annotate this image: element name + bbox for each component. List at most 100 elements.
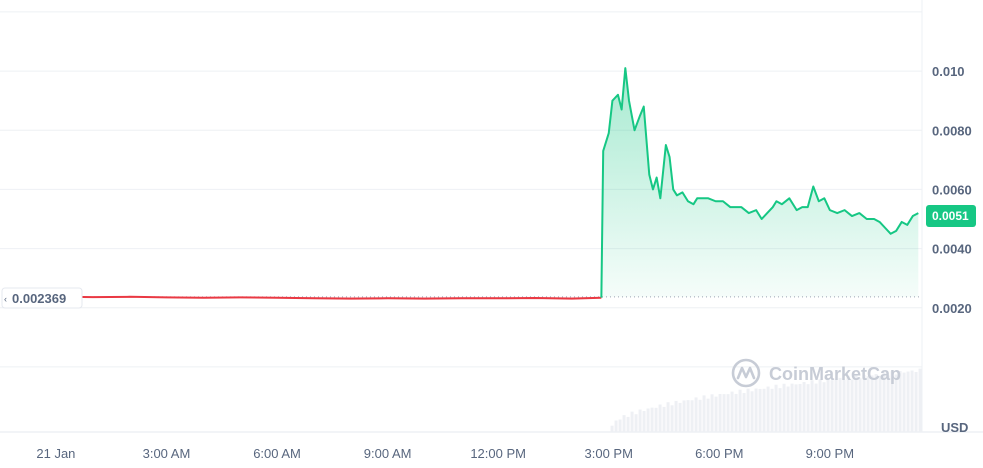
reference-arrow-icon: ‹ <box>4 294 7 304</box>
volume-bar <box>890 371 894 432</box>
volume-bar <box>718 394 722 432</box>
volume-bar <box>806 384 810 432</box>
volume-bar <box>782 383 786 432</box>
volume-bar <box>694 397 698 432</box>
volume-bar <box>626 416 630 432</box>
volume-bar <box>702 395 706 432</box>
volume-bar <box>826 379 830 432</box>
y-tick-label: 0.0080 <box>932 123 972 138</box>
volume-bar <box>646 408 650 432</box>
watermark: CoinMarketCap <box>731 358 901 388</box>
volume-bar <box>674 400 678 432</box>
volume-bar <box>634 414 638 432</box>
volume-bar <box>614 420 618 432</box>
volume-bar <box>722 394 726 432</box>
volume-bar <box>698 399 702 432</box>
volume-bar <box>906 371 910 432</box>
volume-bar <box>790 383 794 432</box>
volume-bar <box>642 411 646 432</box>
watermark-text: CoinMarketCap <box>769 364 901 384</box>
volume-bar <box>854 375 858 432</box>
volume-bar <box>802 382 806 432</box>
volume-bar <box>902 372 906 432</box>
volume-bar <box>822 382 826 432</box>
volume-bar <box>654 407 658 432</box>
x-tick-label: 6:00 PM <box>695 446 743 461</box>
volume-bar <box>754 388 758 432</box>
x-tick-label: 3:00 PM <box>585 446 633 461</box>
volume-bar <box>750 391 754 432</box>
volume-bar <box>766 386 770 432</box>
volume-bar <box>622 415 626 432</box>
volume-bars <box>610 368 922 432</box>
y-axis: 0.0020 0.0040 0.0060 0.0080 0.010 <box>932 64 972 316</box>
volume-bar <box>894 374 898 432</box>
volume-bar <box>874 374 878 432</box>
volume-bar <box>878 375 882 432</box>
volume-bar <box>870 375 874 432</box>
up-area-fill <box>601 68 919 298</box>
volume-bar <box>650 407 654 432</box>
volume-bar <box>834 379 838 432</box>
volume-bar <box>666 402 670 432</box>
volume-bar <box>738 389 742 432</box>
volume-bar <box>734 393 738 432</box>
volume-bar <box>778 388 782 432</box>
volume-bar <box>658 404 662 432</box>
volume-bar <box>678 402 682 432</box>
volume-bar <box>914 371 918 432</box>
current-price-text: 0.0051 <box>932 209 969 223</box>
volume-bar <box>818 379 822 432</box>
x-axis: 21 Jan 3:00 AM 6:00 AM 9:00 AM 12:00 PM 3:00 … <box>36 446 854 461</box>
volume-bar <box>690 400 694 432</box>
volume-bar <box>830 380 834 432</box>
x-tick-label: 21 Jan <box>36 446 75 461</box>
x-tick-label: 12:00 PM <box>470 446 526 461</box>
volume-bar <box>862 374 866 432</box>
reference-price-text: 0.002369 <box>12 291 66 306</box>
volume-bar <box>814 383 818 432</box>
volume-bar <box>762 388 766 432</box>
x-tick-label: 6:00 AM <box>253 446 301 461</box>
series-fills <box>63 68 919 299</box>
volume-bar <box>638 409 642 432</box>
volume-bar <box>770 388 774 432</box>
price-line-up <box>600 67 919 298</box>
y-tick-label: 0.0020 <box>932 301 972 316</box>
reference-price-label: ‹ 0.002369 <box>1 287 83 309</box>
y-tick-label: 0.0060 <box>932 182 972 197</box>
volume-bar <box>714 396 718 432</box>
volume-bar <box>662 406 666 432</box>
volume-bar <box>630 411 634 432</box>
volume-bar <box>742 393 746 432</box>
volume-bar <box>670 405 674 432</box>
volume-bar <box>746 388 750 432</box>
volume-bar <box>838 377 842 432</box>
volume-bar <box>610 425 614 432</box>
currency-unit-label: USD <box>941 420 968 435</box>
volume-bar <box>710 394 714 432</box>
volume-bar <box>798 383 802 432</box>
volume-bar <box>618 419 622 432</box>
volume-bar <box>726 394 730 432</box>
volume-bar <box>794 384 798 432</box>
y-tick-label: 0.0040 <box>932 242 972 257</box>
volume-bar <box>882 372 886 432</box>
price-line-down <box>63 295 602 300</box>
volume-bar <box>846 376 850 432</box>
coinmarketcap-logo-icon <box>731 358 761 388</box>
volume-bar <box>686 400 690 432</box>
series-lines <box>63 67 919 300</box>
x-tick-label: 9:00 AM <box>364 446 412 461</box>
x-tick-label: 9:00 PM <box>806 446 854 461</box>
volume-bar <box>910 370 914 432</box>
volume-bar <box>682 400 686 432</box>
volume-bar <box>858 378 862 432</box>
volume-bar <box>758 388 762 432</box>
volume-bar <box>918 368 922 432</box>
y-tick-label: 0.010 <box>932 64 965 79</box>
volume-bar <box>842 379 846 432</box>
x-tick-label: 3:00 AM <box>143 446 191 461</box>
current-price-badge: 0.0051 <box>926 205 976 228</box>
